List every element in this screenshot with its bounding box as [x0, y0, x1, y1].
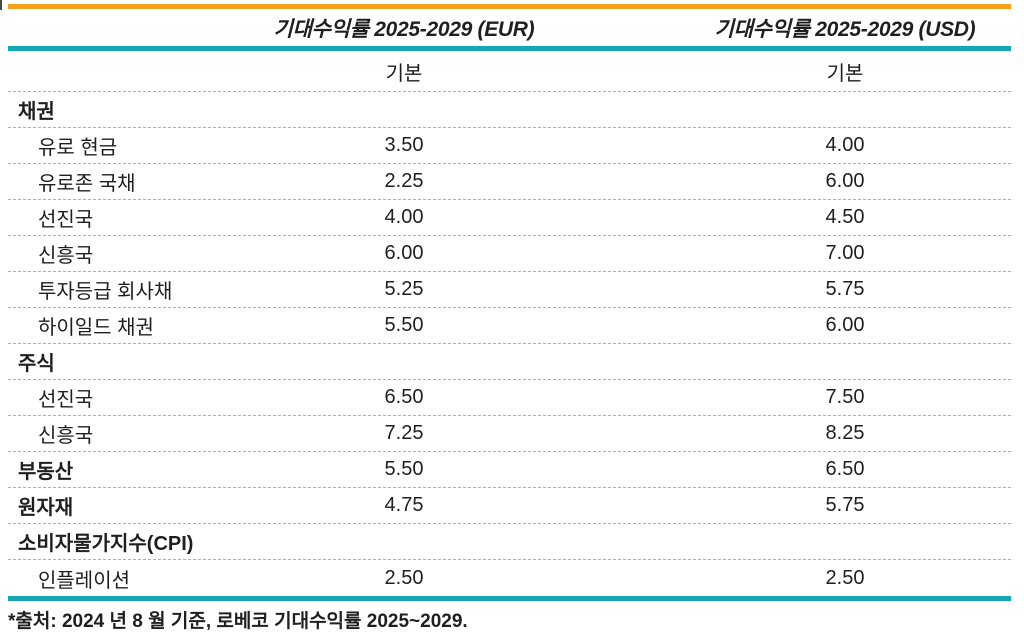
table-row: 선진국 4.00 4.50: [8, 200, 1011, 236]
eur-value: 2.25: [384, 170, 424, 192]
table-row: 원자재 4.75 5.75: [8, 488, 1011, 524]
eur-value: 5.25: [384, 278, 424, 300]
usd-value: 6.50: [825, 458, 865, 480]
eur-value: 4.00: [384, 206, 424, 228]
table-row: 채권: [8, 92, 1011, 128]
row-label: 주식: [18, 353, 55, 375]
row-label: 하이일드 채권: [38, 317, 154, 339]
row-label: 신흥국: [38, 245, 94, 267]
top-orange-rule: [8, 4, 1011, 9]
column-header-row: 기대수익률 2025-2029 (EUR) 기대수익률 2025-2029 (U…: [8, 9, 1011, 46]
usd-value: 7.50: [825, 386, 865, 408]
row-label: 유로존 국채: [38, 173, 136, 195]
eur-column-header: 기대수익률 2025-2029 (EUR): [273, 17, 535, 41]
table-row: 투자등급 회사채 5.25 5.75: [8, 272, 1011, 308]
usd-column-header: 기대수익률 2025-2029 (USD): [714, 17, 976, 41]
row-label: 투자등급 회사채: [38, 281, 173, 303]
row-label: 원자재: [18, 497, 74, 519]
usd-value: 4.00: [825, 134, 865, 156]
eur-value: 6.50: [384, 386, 424, 408]
usd-subheader: 기본: [826, 62, 864, 85]
table-row: 주식: [8, 344, 1011, 380]
table-row: 유로 현금 3.50 4.00: [8, 128, 1011, 164]
eur-value: 6.00: [384, 242, 424, 264]
row-label: 채권: [18, 101, 55, 123]
table-row: 부동산 5.50 6.50: [8, 452, 1011, 488]
eur-subheader: 기본: [385, 62, 423, 85]
eur-value: 3.50: [384, 134, 424, 156]
row-label: 인플레이션: [38, 569, 130, 592]
usd-value: 6.00: [825, 314, 865, 336]
usd-value: 2.50: [825, 566, 865, 589]
usd-value: 5.75: [825, 278, 865, 300]
eur-value: 5.50: [384, 314, 424, 336]
returns-table-page: 기대수익률 2025-2029 (EUR) 기대수익률 2025-2029 (U…: [8, 0, 1011, 633]
eur-value: 2.50: [384, 566, 424, 589]
usd-value: 7.00: [825, 242, 865, 264]
usd-value: 8.25: [825, 422, 865, 444]
header-teal-rule: [8, 46, 1011, 51]
table-row: 유로존 국채 2.25 6.00: [8, 164, 1011, 200]
row-label: 선진국: [38, 209, 94, 231]
usd-value: 6.00: [825, 170, 865, 192]
source-note: *출처: 2024 년 8 월 기준, 로베코 기대수익률 2025~2029.: [8, 611, 468, 632]
row-label: 소비자물가지수(CPI): [18, 533, 194, 555]
row-label: 선진국: [38, 389, 94, 411]
sub-header-row: 기본 기본: [8, 51, 1011, 92]
bottom-teal-rule: [8, 596, 1011, 601]
eur-value: 7.25: [384, 422, 424, 444]
table-row: 신흥국 7.25 8.25: [8, 416, 1011, 452]
table-row: 인플레이션 2.50 2.50: [8, 560, 1011, 596]
table-row: 소비자물가지수(CPI): [8, 524, 1011, 560]
eur-value: 4.75: [384, 494, 424, 516]
eur-value: 5.50: [384, 458, 424, 480]
row-label: 신흥국: [38, 425, 94, 447]
table-row: 신흥국 6.00 7.00: [8, 236, 1011, 272]
row-label: 유로 현금: [38, 137, 118, 159]
table-row: 하이일드 채권 5.50 6.00: [8, 308, 1011, 344]
usd-value: 4.50: [825, 206, 865, 228]
table-row: 선진국 6.50 7.50: [8, 380, 1011, 416]
corner-mark: [0, 0, 2, 10]
usd-value: 5.75: [825, 494, 865, 516]
row-label: 부동산: [18, 461, 74, 483]
